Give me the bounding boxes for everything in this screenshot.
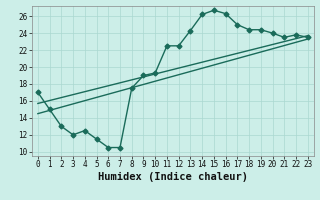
X-axis label: Humidex (Indice chaleur): Humidex (Indice chaleur) [98,172,248,182]
